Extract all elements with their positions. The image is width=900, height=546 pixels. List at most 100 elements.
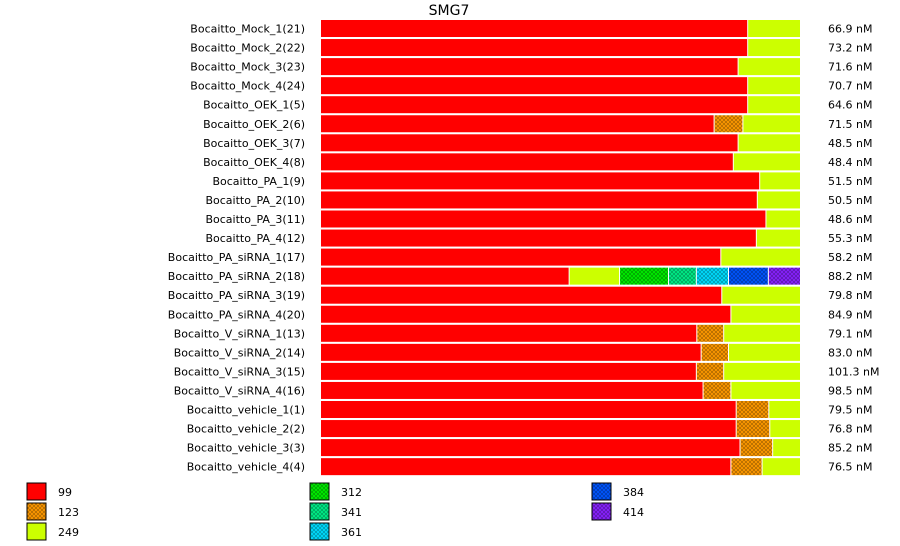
bar-segment-99	[321, 77, 748, 95]
bar-segment-249	[760, 172, 800, 190]
row-label: Bocaitto_PA_4(12)	[205, 232, 305, 245]
row-total-label: 50.5 nM	[828, 194, 872, 207]
bar-row: Bocaitto_vehicle_3(3) 85.2 nM	[187, 439, 872, 457]
bar-segment-123	[731, 458, 762, 476]
legend-swatch	[309, 522, 330, 541]
bar-segment-99	[321, 343, 701, 361]
row-label: Bocaitto_V_siRNA_1(13)	[174, 327, 305, 340]
bar-segment-249	[724, 362, 800, 380]
row-label: Bocaitto_OEK_2(6)	[203, 118, 305, 131]
legend-swatch	[591, 482, 612, 501]
legend-item-384: 384	[591, 482, 644, 501]
row-total-label: 51.5 nM	[828, 175, 872, 188]
bar-segment-99	[321, 229, 756, 247]
bar-segment-249	[757, 191, 800, 209]
bar-row: Bocaitto_V_siRNA_1(13) 79.1 nM	[174, 324, 872, 342]
bar-segment-99	[321, 420, 736, 438]
bar-segment-123	[701, 343, 728, 361]
row-total-label: 66.9 nM	[828, 23, 872, 36]
bar-row: Bocaitto_PA_siRNA_1(17) 58.2 nM	[168, 248, 872, 266]
chart-title: SMG7	[429, 3, 470, 19]
bar-segment-249	[738, 134, 800, 152]
row-total-label: 76.5 nM	[828, 461, 872, 474]
bar-row: Bocaitto_vehicle_4(4) 76.5 nM	[187, 458, 872, 476]
bar-segment-123	[740, 439, 773, 457]
bar-row: Bocaitto_OEK_4(8) 48.4 nM	[203, 153, 872, 171]
row-total-label: 101.3 nM	[828, 365, 879, 378]
row-total-label: 73.2 nM	[828, 42, 872, 55]
bar-rows: Bocaitto_Mock_1(21) 66.9 nMBocaitto_Mock_…	[168, 20, 879, 476]
legend-label: 361	[341, 526, 362, 539]
bar-row: Bocaitto_Mock_2(22) 73.2 nM	[190, 39, 872, 57]
row-label: Bocaitto_OEK_4(8)	[203, 156, 305, 169]
row-total-label: 79.5 nM	[828, 404, 872, 417]
row-total-label: 48.6 nM	[828, 213, 872, 226]
row-total-label: 48.5 nM	[828, 137, 872, 150]
bar-segment-99	[321, 362, 696, 380]
row-label: Bocaitto_OEK_1(5)	[203, 99, 305, 112]
bar-segment-249	[748, 96, 800, 114]
legend-label: 99	[58, 486, 72, 499]
row-label: Bocaitto_vehicle_1(1)	[187, 404, 305, 417]
row-label: Bocaitto_vehicle_2(2)	[187, 423, 305, 436]
row-label: Bocaitto_vehicle_3(3)	[187, 442, 305, 455]
row-label: Bocaitto_Mock_4(24)	[190, 80, 305, 93]
legend-label: 123	[58, 506, 79, 519]
bar-segment-249	[722, 286, 800, 304]
legend-item-99: 99	[26, 482, 72, 501]
bar-segment-249	[731, 381, 800, 399]
row-label: Bocaitto_OEK_3(7)	[203, 137, 305, 150]
row-label: Bocaitto_V_siRNA_4(16)	[174, 384, 305, 397]
bar-segment-384	[729, 267, 768, 285]
bar-segment-99	[321, 134, 738, 152]
bar-row: Bocaitto_PA_3(11) 48.6 nM	[205, 210, 872, 228]
row-label: Bocaitto_PA_siRNA_3(19)	[168, 289, 305, 302]
bar-segment-249	[762, 458, 800, 476]
bar-segment-123	[714, 115, 743, 133]
row-label: Bocaitto_PA_siRNA_2(18)	[168, 270, 305, 283]
bar-row: Bocaitto_Mock_3(23) 71.6 nM	[190, 58, 872, 76]
bar-segment-249	[748, 39, 800, 57]
bar-segment-249	[756, 229, 800, 247]
row-total-label: 70.7 nM	[828, 80, 872, 93]
legend-swatch	[26, 502, 47, 521]
legend-swatch	[309, 502, 330, 521]
bar-row: Bocaitto_V_siRNA_3(15) 101.3 nM	[174, 362, 879, 380]
bar-segment-99	[321, 324, 697, 342]
bar-segment-99	[321, 172, 760, 190]
row-label: Bocaitto_PA_1(9)	[212, 175, 305, 188]
bar-segment-99	[321, 96, 748, 114]
bar-segment-99	[321, 401, 736, 418]
bar-row: Bocaitto_V_siRNA_4(16) 98.5 nM	[174, 381, 872, 399]
legend-item-123: 123	[26, 502, 79, 521]
row-total-label: 84.9 nM	[828, 308, 872, 321]
bar-row: Bocaitto_PA_4(12) 55.3 nM	[205, 229, 872, 247]
bar-segment-99	[321, 458, 731, 476]
row-label: Bocaitto_V_siRNA_2(14)	[174, 346, 305, 359]
row-label: Bocaitto_PA_siRNA_1(17)	[168, 251, 305, 264]
row-total-label: 79.8 nM	[828, 289, 872, 302]
bar-segment-99	[321, 286, 722, 304]
legend-label: 414	[623, 506, 644, 519]
legend-swatch	[309, 482, 330, 501]
legend-item-249: 249	[26, 522, 79, 541]
bar-row: Bocaitto_Mock_4(24) 70.7 nM	[190, 77, 872, 95]
legend-item-312: 312	[309, 482, 362, 501]
row-total-label: 79.1 nM	[828, 327, 872, 340]
bar-segment-99	[321, 58, 738, 76]
bar-segment-312	[620, 267, 668, 285]
row-label: Bocaitto_PA_siRNA_4(20)	[168, 308, 305, 321]
legend: 99 123 249 312 341 361 384 414	[26, 482, 644, 541]
bar-segment-249	[773, 439, 800, 457]
bar-segment-249	[733, 153, 800, 171]
bar-segment-99	[321, 191, 757, 209]
bar-segment-341	[669, 267, 696, 285]
bar-segment-249	[569, 267, 620, 285]
legend-swatch	[591, 502, 612, 521]
row-total-label: 55.3 nM	[828, 232, 872, 245]
bar-segment-249	[748, 20, 800, 37]
bar-segment-99	[321, 248, 721, 266]
row-total-label: 85.2 nM	[828, 442, 872, 455]
row-label: Bocaitto_Mock_3(23)	[190, 61, 305, 74]
